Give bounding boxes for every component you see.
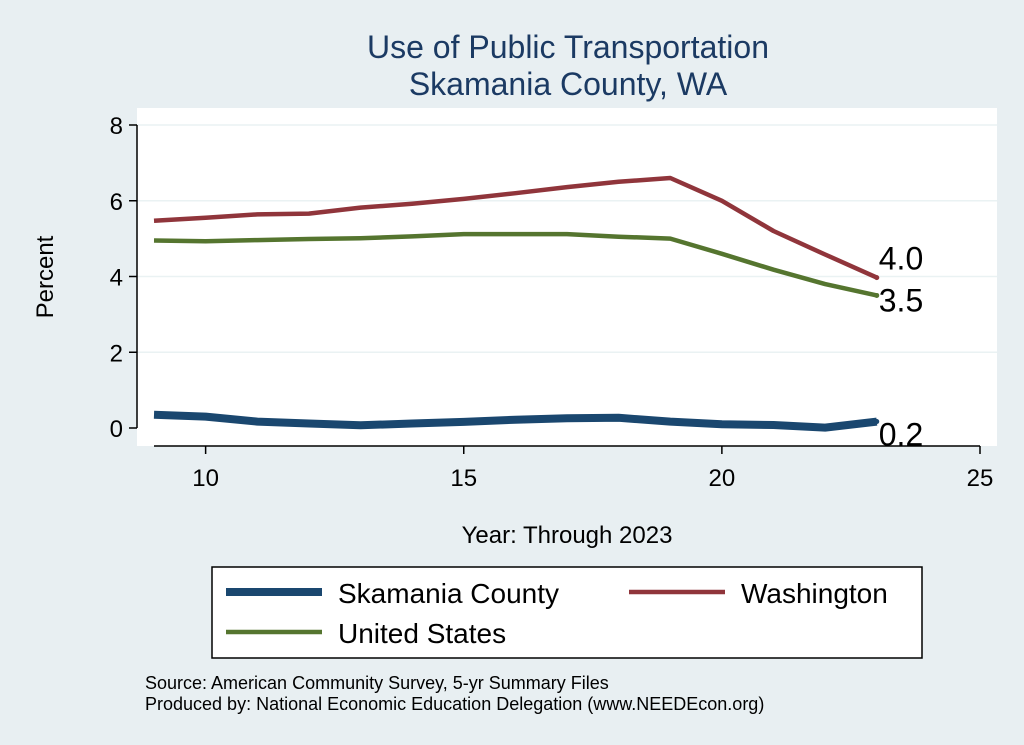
source-note: Source: American Community Survey, 5-yr … bbox=[145, 673, 609, 693]
x-tick-label-20: 20 bbox=[709, 465, 736, 492]
series-end-point-skamania-county bbox=[874, 419, 880, 425]
end-label-skamania-county: 0.2 bbox=[879, 417, 923, 453]
series-line-washington bbox=[153, 175, 878, 280]
end-label-washington: 4.0 bbox=[879, 241, 923, 277]
legend-label-united-states: United States bbox=[338, 618, 506, 649]
series-end-point-united-states bbox=[874, 292, 880, 298]
series-line-united-states bbox=[153, 231, 878, 298]
end-label-united-states: 3.5 bbox=[879, 282, 923, 318]
x-tick-label-10: 10 bbox=[192, 465, 219, 492]
axes: 0 2 4 6 8 10 15 20 25 bbox=[110, 113, 994, 492]
series-line-skamania-county bbox=[153, 410, 878, 432]
end-labels: 0.2 4.0 3.5 bbox=[879, 241, 923, 453]
x-tick-label-15: 15 bbox=[450, 465, 477, 492]
x-axis-title: Year: Through 2023 bbox=[462, 522, 673, 549]
y-tick-label-4: 4 bbox=[110, 265, 123, 292]
series-end-point-washington bbox=[874, 275, 880, 281]
legend-label-skamania-county: Skamania County bbox=[338, 578, 559, 609]
chart-subtitle: Skamania County, WA bbox=[409, 66, 728, 102]
series-lines bbox=[153, 175, 880, 432]
legend: Skamania County Washington United States bbox=[226, 578, 888, 649]
gridlines bbox=[137, 124, 997, 353]
y-tick-label-2: 2 bbox=[110, 340, 123, 367]
y-tick-label-6: 6 bbox=[110, 189, 123, 216]
y-tick-label-0: 0 bbox=[110, 416, 123, 443]
y-axis-title: Percent bbox=[32, 235, 59, 318]
produced-by-note: Produced by: National Economic Education… bbox=[145, 694, 764, 714]
legend-box bbox=[211, 566, 923, 659]
legend-label-washington: Washington bbox=[741, 578, 888, 609]
x-tick-label-25: 25 bbox=[967, 465, 994, 492]
y-tick-label-8: 8 bbox=[110, 113, 123, 140]
chart-title: Use of Public Transportation bbox=[367, 29, 769, 65]
